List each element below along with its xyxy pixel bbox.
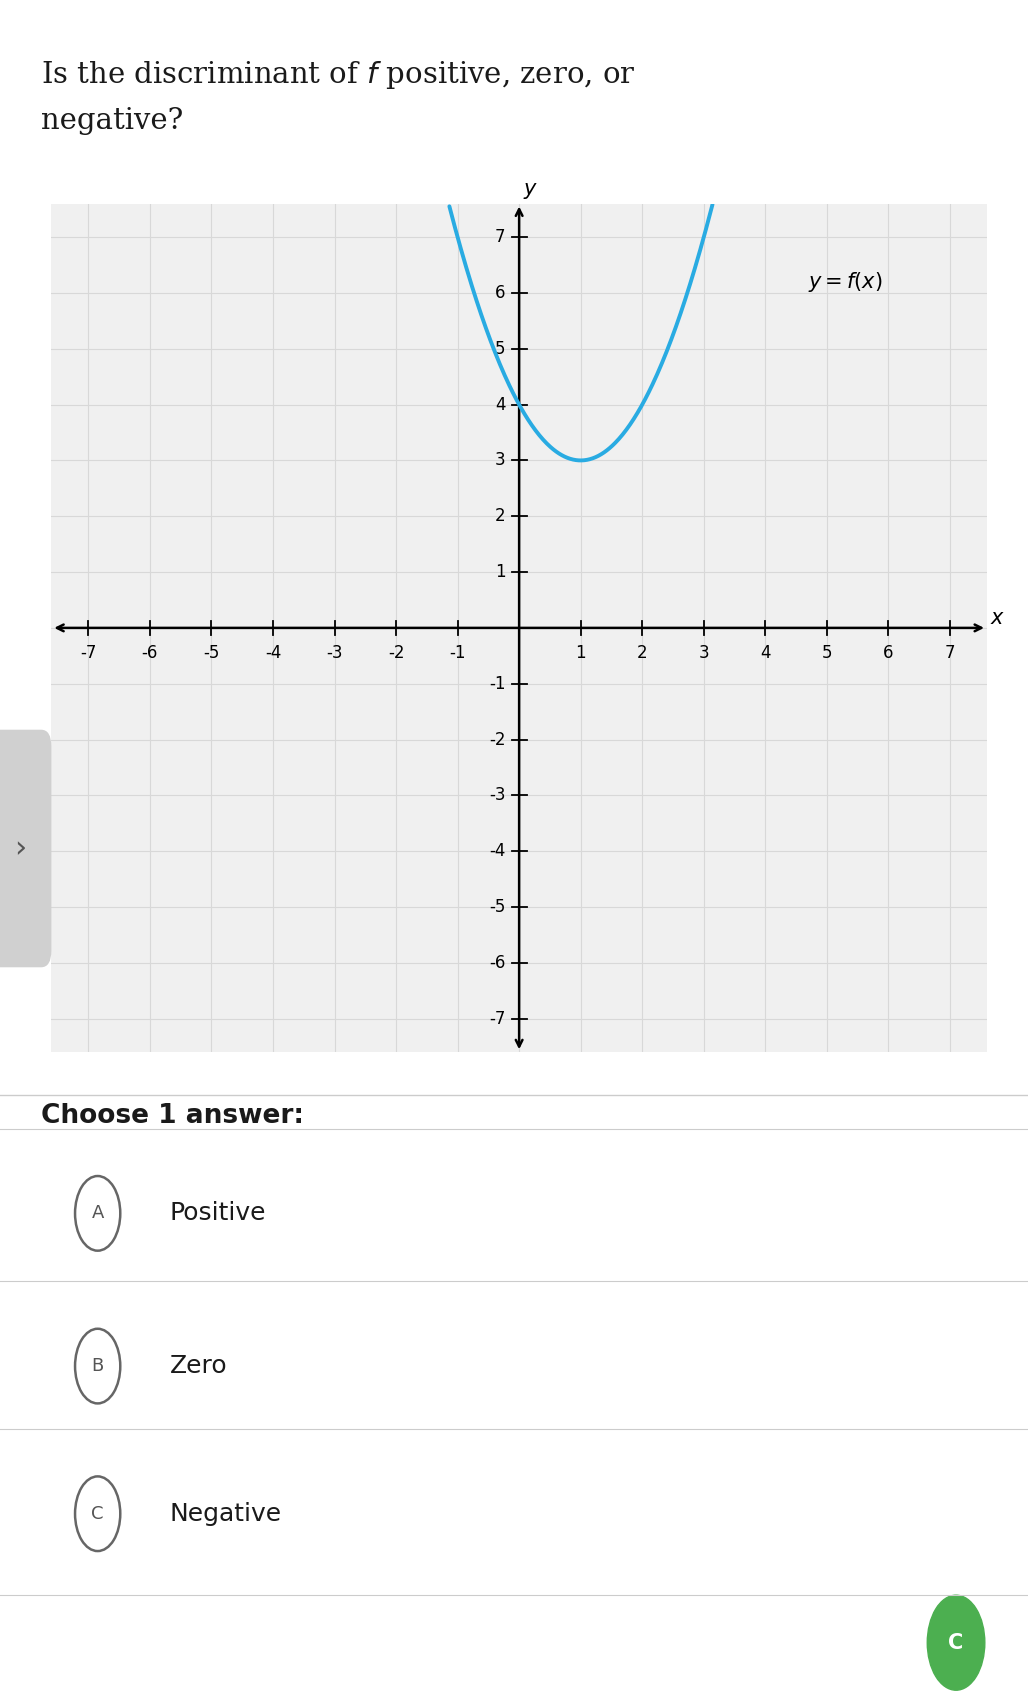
Text: -6: -6 (142, 643, 158, 662)
Text: 7: 7 (495, 227, 506, 246)
Text: 4: 4 (495, 395, 506, 414)
Text: A: A (91, 1205, 104, 1222)
Text: Negative: Negative (170, 1502, 282, 1526)
Text: 5: 5 (495, 339, 506, 358)
Text: 2: 2 (494, 507, 506, 526)
Text: -3: -3 (489, 786, 506, 804)
Text: 7: 7 (945, 643, 955, 662)
Text: -4: -4 (265, 643, 281, 662)
Text: 6: 6 (883, 643, 893, 662)
Text: 1: 1 (494, 563, 506, 580)
Text: -1: -1 (449, 643, 466, 662)
Text: $x$: $x$ (990, 608, 1005, 628)
Text: 2: 2 (637, 643, 648, 662)
Text: -5: -5 (204, 643, 220, 662)
Text: 3: 3 (494, 451, 506, 470)
Text: C: C (949, 1633, 963, 1653)
Text: 3: 3 (698, 643, 709, 662)
Text: -2: -2 (489, 730, 506, 748)
Text: 4: 4 (760, 643, 771, 662)
Text: Is the discriminant of $f$ positive, zero, or: Is the discriminant of $f$ positive, zer… (41, 59, 635, 92)
Text: ›: › (14, 833, 27, 864)
Text: C: C (91, 1505, 104, 1522)
Text: 1: 1 (576, 643, 586, 662)
Text: -1: -1 (489, 675, 506, 692)
Text: $y$: $y$ (522, 182, 538, 200)
Text: -6: -6 (489, 954, 506, 972)
Text: B: B (91, 1358, 104, 1375)
Text: -4: -4 (489, 842, 506, 860)
Text: -7: -7 (80, 643, 97, 662)
Text: -7: -7 (489, 1010, 506, 1028)
Text: 5: 5 (821, 643, 832, 662)
Text: Positive: Positive (170, 1201, 266, 1225)
Text: 6: 6 (495, 283, 506, 302)
Text: negative?: negative? (41, 107, 183, 134)
Text: Zero: Zero (170, 1354, 227, 1378)
Text: Choose 1 answer:: Choose 1 answer: (41, 1103, 304, 1129)
Text: $y = f(x)$: $y = f(x)$ (808, 270, 883, 294)
Text: -3: -3 (326, 643, 342, 662)
Text: -2: -2 (388, 643, 404, 662)
Text: -5: -5 (489, 898, 506, 916)
